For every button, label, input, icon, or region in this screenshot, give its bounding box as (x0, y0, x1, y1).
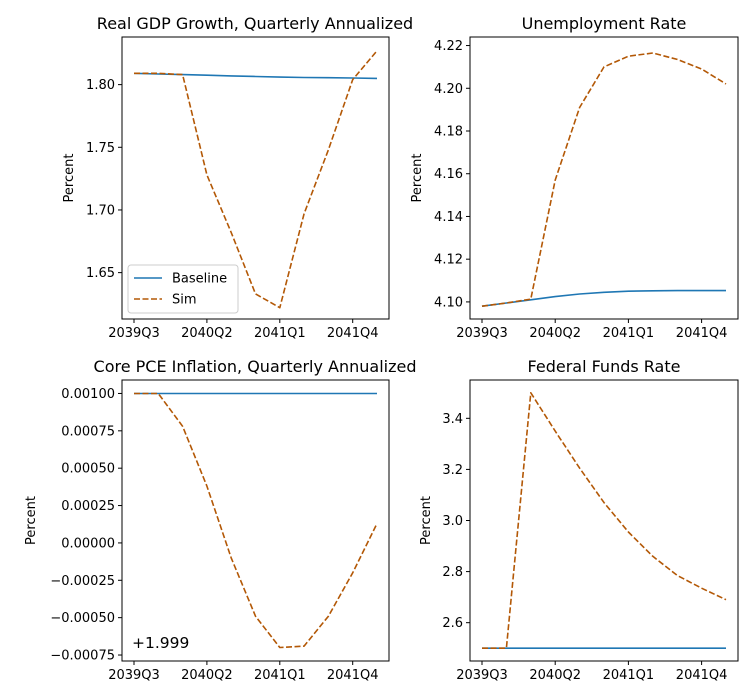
series-line-sim (481, 52, 727, 307)
y-tick-label: 3.0 (442, 514, 463, 529)
x-tick-label: 2041Q1 (603, 668, 655, 683)
y-tick-label: 4.18 (434, 125, 463, 140)
subplot-2: Unemployment Rate 4.10 4.12 4.14 4.16 4.18 4.2… (410, 14, 739, 341)
y-tick-label: 1.75 (86, 141, 115, 156)
y-tick-label: 4.14 (434, 210, 463, 225)
x-tick-label: 2040Q2 (181, 668, 233, 683)
y-tick-label: 3.4 (442, 412, 463, 427)
legend-label: Baseline (172, 272, 227, 287)
x-tick-label: 2039Q3 (456, 668, 508, 683)
axes-frame (469, 36, 739, 320)
subplot-3: Core PCE Inflation, Quarterly Annualized… (24, 357, 416, 683)
y-tick-label: 4.12 (434, 253, 463, 268)
y-tick-label: −0.00050 (50, 611, 115, 626)
x-tick-label: 2041Q4 (676, 668, 728, 683)
y-axis-label: Percent (419, 496, 434, 545)
y-tick-label: 4.16 (434, 167, 463, 182)
series-line-sim (134, 50, 378, 309)
x-tick-label: 2040Q2 (529, 326, 581, 341)
subplot-title: Core PCE Inflation, Quarterly Annualized (94, 357, 417, 376)
legend: Baseline Sim (127, 264, 239, 314)
x-tick-label: 2041Q4 (327, 326, 379, 341)
subplot-title: Unemployment Rate (522, 14, 687, 33)
subplot-title: Real GDP Growth, Quarterly Annualized (97, 14, 413, 33)
y-tick-label: 0.00000 (61, 536, 115, 551)
x-tick-label: 2041Q1 (254, 668, 306, 683)
y-axis-label: Percent (410, 154, 425, 203)
series-line-baseline (133, 72, 378, 80)
axes-frame (121, 379, 390, 662)
y-tick-label: 2.6 (442, 616, 463, 631)
series-line-sim (134, 392, 378, 649)
y-tick-label: 4.20 (434, 82, 463, 97)
legend-label: Sim (172, 293, 197, 308)
x-tick-label: 2040Q2 (529, 668, 581, 683)
y-tick-label: 1.70 (86, 203, 115, 218)
y-tick-label: −0.00025 (50, 574, 115, 589)
y-tick-label: 0.00100 (61, 387, 115, 402)
y-tick-label: 2.8 (442, 565, 463, 580)
subplot-title: Federal Funds Rate (528, 357, 681, 376)
y-tick-label: 1.65 (86, 266, 115, 281)
y-offset-label: +1.999 (132, 634, 189, 652)
series-line-baseline (481, 289, 726, 307)
y-tick-label: 0.00025 (61, 499, 115, 514)
series-line-sim (482, 391, 727, 650)
x-tick-label: 2039Q3 (108, 326, 160, 341)
legend-box (127, 264, 239, 314)
y-tick-label: 0.00075 (61, 424, 115, 439)
subplot-1: Real GDP Growth, Quarterly Annualized 1.6… (62, 14, 413, 341)
y-axis-label: Percent (62, 154, 77, 203)
x-tick-label: 2041Q1 (603, 326, 655, 341)
y-axis-label: Percent (24, 496, 39, 545)
x-tick-label: 2041Q4 (676, 326, 728, 341)
axes-frame (121, 36, 390, 320)
y-tick-label: −0.00075 (50, 649, 115, 664)
y-tick-label: 3.2 (442, 463, 463, 478)
y-tick-label: 4.10 (434, 295, 463, 310)
x-tick-label: 2040Q2 (181, 326, 233, 341)
y-tick-label: 0.00050 (61, 462, 115, 477)
axes-frame (469, 379, 739, 662)
y-tick-label: 1.80 (86, 78, 115, 93)
x-tick-label: 2041Q4 (327, 668, 379, 683)
y-tick-label: 4.22 (434, 39, 463, 54)
x-tick-label: 2039Q3 (456, 326, 508, 341)
x-tick-label: 2041Q1 (254, 326, 306, 341)
x-tick-label: 2039Q3 (108, 668, 160, 683)
subplot-4: Federal Funds Rate 2.6 2.8 3.0 3.2 3.4 2039Q3 2… (419, 357, 739, 683)
